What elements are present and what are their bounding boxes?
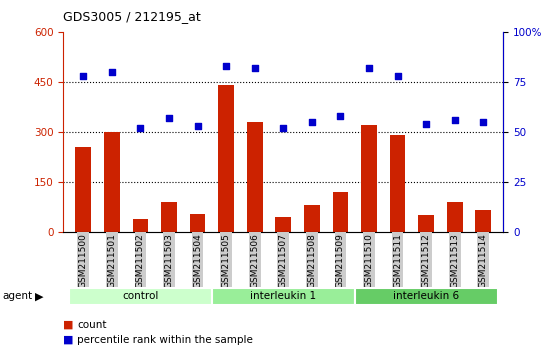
- Bar: [133, 218, 148, 232]
- Point: [193, 123, 202, 129]
- Point: [307, 119, 316, 125]
- Text: ▶: ▶: [35, 291, 43, 301]
- Text: GSM211506: GSM211506: [250, 233, 259, 288]
- Bar: [361, 125, 377, 232]
- Point: [136, 125, 145, 131]
- Text: GDS3005 / 212195_at: GDS3005 / 212195_at: [63, 10, 201, 23]
- Text: interleukin 6: interleukin 6: [393, 291, 459, 301]
- Bar: [475, 210, 491, 232]
- Point: [164, 115, 173, 121]
- Bar: [190, 213, 205, 232]
- Point: [450, 117, 459, 123]
- FancyBboxPatch shape: [355, 288, 498, 305]
- Text: GSM211510: GSM211510: [365, 233, 373, 288]
- FancyBboxPatch shape: [212, 288, 355, 305]
- Text: GSM211514: GSM211514: [478, 233, 488, 288]
- Point: [222, 63, 230, 69]
- Bar: [161, 202, 177, 232]
- Point: [393, 73, 402, 79]
- Text: ■: ■: [63, 320, 74, 330]
- Bar: [418, 215, 434, 232]
- Point: [250, 65, 259, 71]
- Bar: [247, 122, 262, 232]
- Bar: [304, 205, 320, 232]
- Text: percentile rank within the sample: percentile rank within the sample: [77, 335, 253, 345]
- FancyBboxPatch shape: [69, 288, 212, 305]
- Text: GSM211503: GSM211503: [164, 233, 173, 288]
- Text: count: count: [77, 320, 107, 330]
- Bar: [333, 192, 348, 232]
- Point: [479, 119, 488, 125]
- Bar: [218, 85, 234, 232]
- Text: agent: agent: [3, 291, 33, 301]
- Bar: [75, 147, 91, 232]
- Bar: [390, 135, 405, 232]
- Point: [107, 69, 116, 75]
- Text: GSM211512: GSM211512: [422, 233, 431, 288]
- Text: control: control: [122, 291, 158, 301]
- Point: [422, 121, 431, 127]
- Bar: [276, 217, 291, 232]
- Text: ■: ■: [63, 335, 74, 345]
- Point: [79, 73, 87, 79]
- Text: GSM211505: GSM211505: [222, 233, 230, 288]
- Text: GSM211502: GSM211502: [136, 233, 145, 288]
- Text: interleukin 1: interleukin 1: [250, 291, 316, 301]
- Text: GSM211504: GSM211504: [193, 233, 202, 288]
- Point: [365, 65, 373, 71]
- Text: GSM211513: GSM211513: [450, 233, 459, 288]
- Text: GSM211507: GSM211507: [279, 233, 288, 288]
- Bar: [104, 132, 120, 232]
- Text: GSM211511: GSM211511: [393, 233, 402, 288]
- Bar: [447, 202, 463, 232]
- Text: GSM211509: GSM211509: [336, 233, 345, 288]
- Text: GSM211508: GSM211508: [307, 233, 316, 288]
- Text: GSM211501: GSM211501: [107, 233, 116, 288]
- Point: [279, 125, 288, 131]
- Text: GSM211500: GSM211500: [79, 233, 88, 288]
- Point: [336, 113, 345, 119]
